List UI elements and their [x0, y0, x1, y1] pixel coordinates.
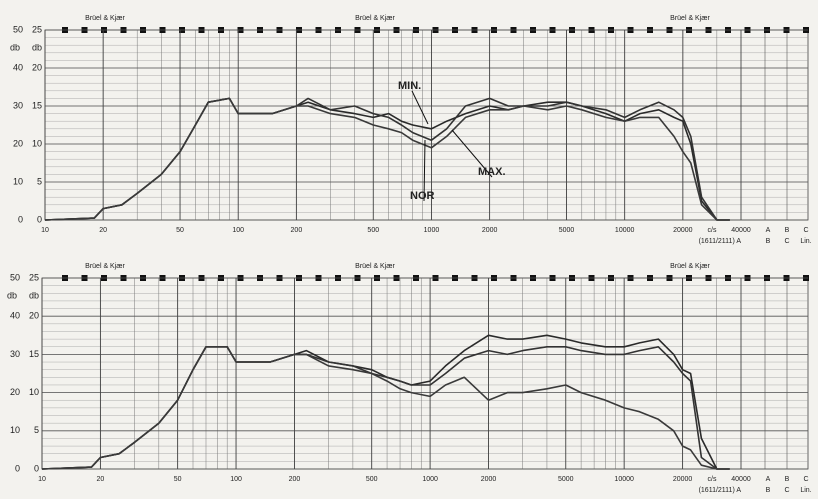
y-tick-label: 40 — [10, 311, 20, 321]
annotation: MAX. — [478, 166, 506, 178]
y2-tick-label: 25 — [29, 272, 39, 282]
y-tick-label: 30 — [10, 349, 20, 359]
x-tick-label: 1000 — [422, 476, 438, 483]
footer-label: A — [766, 227, 771, 234]
x-tick-label: 500 — [367, 227, 379, 234]
y-axis-label: db — [7, 290, 17, 300]
footer-label: B — [785, 476, 790, 483]
x-tick-label: 50 — [174, 476, 182, 483]
footer-label: C — [803, 476, 808, 483]
footer-label: B — [766, 238, 771, 245]
header-label: Brüel & Kjær — [355, 263, 395, 270]
footer-label: (1611/2111) A — [699, 487, 742, 494]
y2-tick-label: 10 — [29, 387, 39, 397]
footer-label: C — [784, 487, 789, 494]
y-tick-label: 0 — [18, 214, 23, 224]
x-tick-label: 20 — [97, 476, 105, 483]
y2-tick-label: 20 — [32, 62, 42, 72]
y-tick-label: 40 — [13, 62, 23, 72]
footer-label: C — [803, 227, 808, 234]
annotation-leader — [451, 129, 493, 178]
x-tick-label: 10 — [38, 476, 46, 483]
y2-tick-label: 15 — [32, 100, 42, 110]
annotation-leader — [423, 139, 426, 202]
y-tick-label: 20 — [10, 387, 20, 397]
footer-label: Lin. — [800, 238, 811, 245]
y2-tick-label: 25 — [32, 24, 42, 34]
response-line — [41, 346, 730, 470]
y-axis-label: db — [10, 42, 20, 52]
y2-tick-label: 0 — [34, 463, 39, 473]
x-tick-label: 200 — [291, 227, 303, 234]
y-tick-label: 10 — [10, 425, 20, 435]
x-tick-label: 20 — [99, 227, 107, 234]
x-tick-label: 100 — [230, 476, 242, 483]
annotation-leader — [411, 90, 429, 125]
y2-tick-label: 0 — [37, 214, 42, 224]
header-label: Brüel & Kjær — [670, 15, 710, 22]
y-tick-label: 20 — [13, 138, 23, 148]
header-label: Brüel & Kjær — [355, 15, 395, 22]
x-tick-label: 40000 — [731, 476, 751, 483]
x-tick-label: 10 — [41, 227, 49, 234]
header-label: Brüel & Kjær — [85, 15, 125, 22]
y2-tick-label: 20 — [29, 311, 39, 321]
footer-label: B — [785, 227, 790, 234]
footer-label: B — [766, 487, 771, 494]
response-line — [44, 97, 730, 221]
response-line — [41, 334, 730, 470]
plot-frame — [41, 277, 809, 470]
footer-label: (1611/2111) A — [699, 238, 742, 245]
footer-label: A — [766, 476, 771, 483]
x-tick-label: 20000 — [673, 227, 693, 234]
y-tick-label: 50 — [13, 24, 23, 34]
y-tick-label: 30 — [13, 100, 23, 110]
y2-tick-label: 10 — [32, 138, 42, 148]
footer-label: Lin. — [800, 487, 811, 494]
annotation: NOR — [410, 190, 435, 202]
x-tick-label: 1000 — [424, 227, 440, 234]
x-tick-label: 10000 — [615, 227, 635, 234]
header-label: Brüel & Kjær — [85, 263, 125, 270]
x-tick-label: 20000 — [673, 476, 693, 483]
x-tick-label: 200 — [289, 476, 301, 483]
x-tick-label: 50 — [176, 227, 184, 234]
footer-label: c/s — [708, 227, 717, 234]
x-tick-label: 10000 — [614, 476, 634, 483]
x-tick-label: 40000 — [731, 227, 751, 234]
x-tick-label: 2000 — [482, 227, 498, 234]
x-tick-label: 100 — [232, 227, 244, 234]
x-tick-label: 5000 — [559, 227, 575, 234]
x-tick-label: 2000 — [481, 476, 497, 483]
y2-tick-label: 15 — [29, 349, 39, 359]
y2-tick-label: 5 — [37, 176, 42, 186]
y2-axis-label: db — [32, 42, 42, 52]
y-tick-label: 0 — [15, 463, 20, 473]
annotation: MIN. — [398, 80, 421, 92]
x-tick-label: 500 — [366, 476, 378, 483]
header-label: Brüel & Kjær — [670, 263, 710, 270]
footer-label: C — [784, 238, 789, 245]
footer-label: c/s — [708, 476, 717, 483]
y-tick-label: 10 — [13, 176, 23, 186]
y2-axis-label: db — [29, 290, 39, 300]
y-tick-label: 50 — [10, 272, 20, 282]
x-tick-label: 5000 — [558, 476, 574, 483]
y2-tick-label: 5 — [34, 425, 39, 435]
